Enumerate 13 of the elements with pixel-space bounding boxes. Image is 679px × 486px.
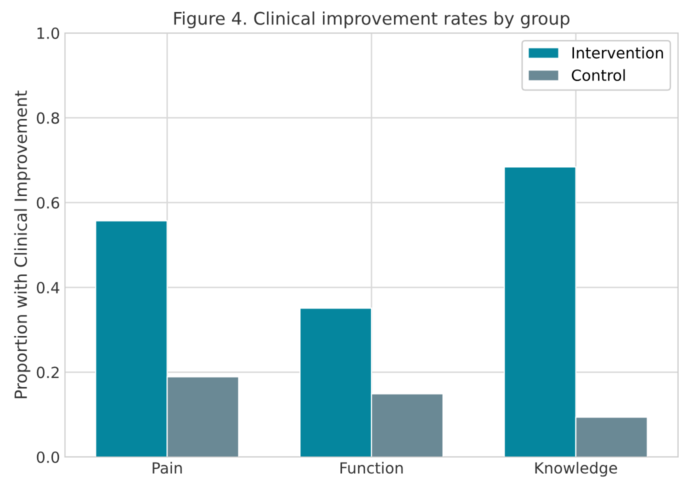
x-tick-label: Knowledge [535, 462, 618, 477]
y-tick-label: 0.4 [36, 282, 60, 294]
y-axis-title: Proportion with Clinical Improvement [14, 90, 30, 398]
y-tick-label: 0.8 [36, 112, 60, 124]
chart-title: Figure 4. Clinical improvement rates by group [174, 11, 570, 28]
x-tick-label: Pain [152, 462, 182, 474]
y-tick-label: 0.2 [36, 366, 59, 378]
y-tick-label: 1.0 [38, 27, 60, 40]
legend-label: Control [572, 69, 625, 81]
x-tick-label: Function [340, 462, 403, 474]
y-tick-label: 0.6 [36, 197, 60, 209]
legend-label: Intervention [572, 46, 663, 59]
y-tick-label: 0.0 [36, 451, 60, 464]
